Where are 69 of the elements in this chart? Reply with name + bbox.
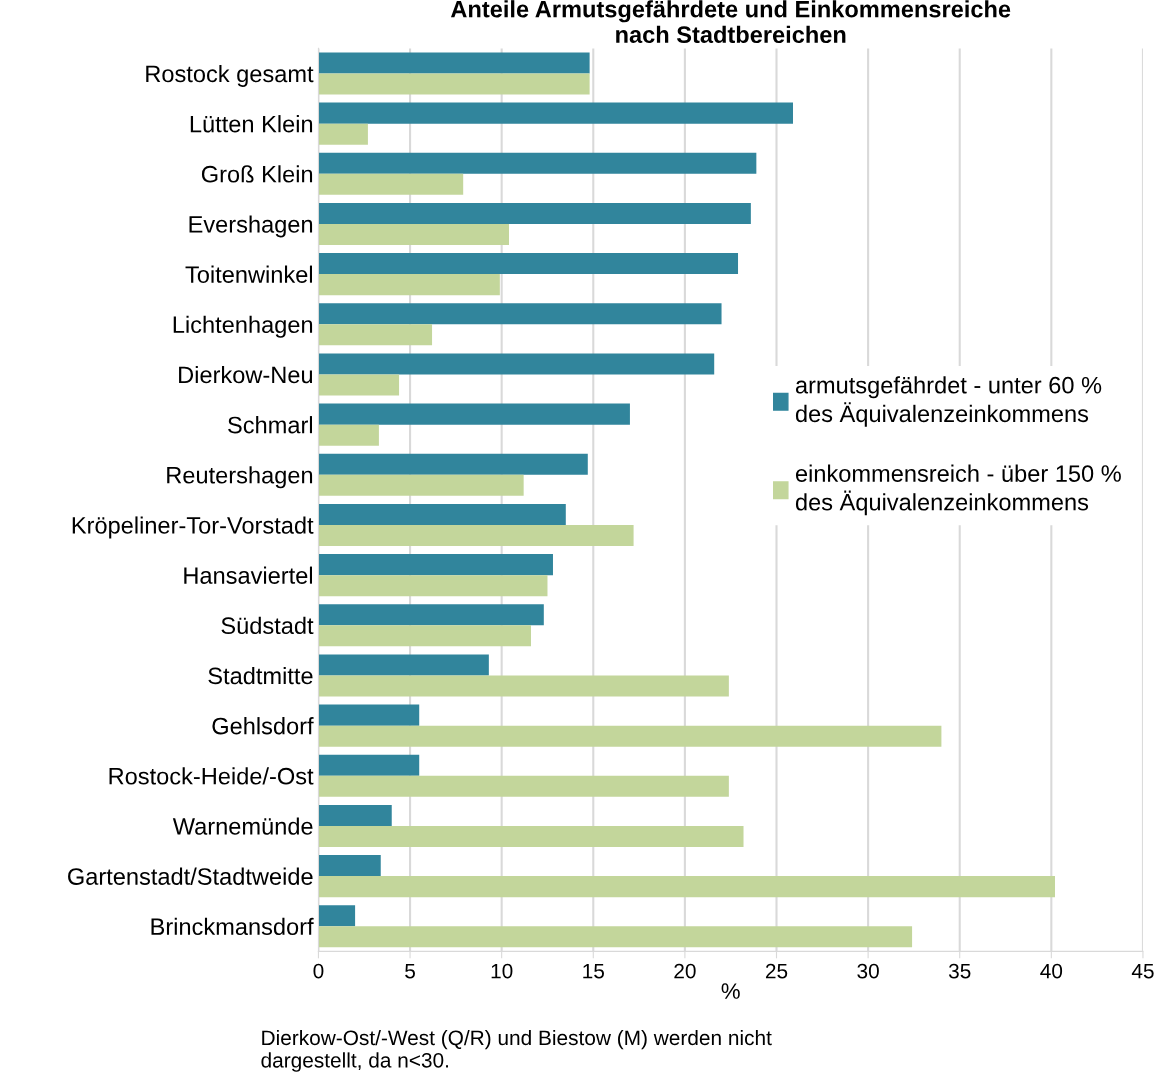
y-tick-label: Gehlsdorf xyxy=(212,717,314,735)
bar xyxy=(318,725,942,747)
text: Dierkow-Ost/-West (Q/R) und Biestow (M) werden nicht dargestellt, da n<30. xyxy=(261,1029,772,1072)
bar xyxy=(318,353,715,375)
bar xyxy=(318,223,509,246)
y-tick-label: Gartenstadt/Stadtweide xyxy=(68,867,313,885)
bar xyxy=(318,374,400,396)
bar xyxy=(318,303,722,325)
bar xyxy=(318,202,751,224)
y-tick-label: Reutershagen xyxy=(167,466,313,489)
x-tick-label: 35 xyxy=(948,963,971,979)
bar xyxy=(318,324,433,346)
bar xyxy=(318,524,634,547)
y-tick-label: Schmarl xyxy=(228,416,313,434)
x-axis-title: % xyxy=(721,983,740,999)
y-tick-label: Südstadt xyxy=(221,616,314,635)
bar xyxy=(318,474,524,496)
x-tick-label: 25 xyxy=(765,963,788,979)
bar xyxy=(318,73,590,95)
bar xyxy=(318,604,544,626)
bar xyxy=(318,675,729,697)
bar xyxy=(318,905,356,927)
y-tick-label: Hansaviertel xyxy=(184,566,313,584)
legend-label: einkommensreich - über 150 % des Äquivalenzeinkommens xyxy=(795,464,1121,516)
y-tick-label: Toitenwinkel xyxy=(185,265,313,283)
bar xyxy=(318,625,531,647)
bar xyxy=(318,173,464,195)
bar xyxy=(318,855,381,877)
bar xyxy=(318,453,588,475)
bar xyxy=(318,575,548,597)
x-tick-label: 30 xyxy=(857,963,879,979)
bar xyxy=(318,123,368,145)
bar xyxy=(318,926,913,948)
bar xyxy=(318,804,392,826)
bar xyxy=(318,403,630,425)
x-tick-label: 0 xyxy=(313,963,324,979)
x-tick-label: 5 xyxy=(405,963,415,979)
bar xyxy=(318,253,739,275)
y-tick-label: Lichtenhagen xyxy=(173,315,313,338)
bar xyxy=(318,424,379,446)
y-tick-label: Kröpeliner-Tor-Vorstadt xyxy=(72,516,314,539)
x-tick-label: 20 xyxy=(674,963,696,979)
bar xyxy=(318,52,590,74)
bar xyxy=(318,503,566,525)
x-tick-label: 15 xyxy=(583,963,604,979)
bar xyxy=(318,274,500,296)
y-tick-label: Evershagen xyxy=(189,215,313,238)
y-tick-label: Brinckmansdorf xyxy=(151,917,314,936)
y-tick-label: Stadtmitte xyxy=(208,666,313,685)
bar xyxy=(318,704,420,726)
y-tick-label: Lütten Klein xyxy=(190,115,313,133)
y-tick-label: Rostock gesamt xyxy=(146,64,314,87)
x-tick-label: 45 xyxy=(1131,963,1154,979)
legend-label: armutsgefährdet - unter 60 % des Äquivalenzeinkommens xyxy=(795,376,1102,427)
y-tick-label: Rostock-Heide/-Ost xyxy=(109,767,314,785)
chart-title: Anteile Armutsgefährdete und Einkommensreiche nach Stadtbereichen xyxy=(450,0,1011,44)
bar xyxy=(318,152,757,174)
bar xyxy=(318,554,553,576)
x-tick-label: 40 xyxy=(1040,963,1063,979)
x-tick-label: 10 xyxy=(491,963,513,979)
bar xyxy=(318,876,1055,898)
bar xyxy=(318,102,793,124)
bar xyxy=(318,754,420,776)
y-tick-label: Warnemünde xyxy=(172,817,313,835)
bar xyxy=(318,825,744,848)
y-tick-label: Groß Klein xyxy=(201,165,313,183)
y-tick-label: Dierkow-Neu xyxy=(179,365,313,384)
bar xyxy=(318,654,489,676)
bar xyxy=(318,775,729,797)
